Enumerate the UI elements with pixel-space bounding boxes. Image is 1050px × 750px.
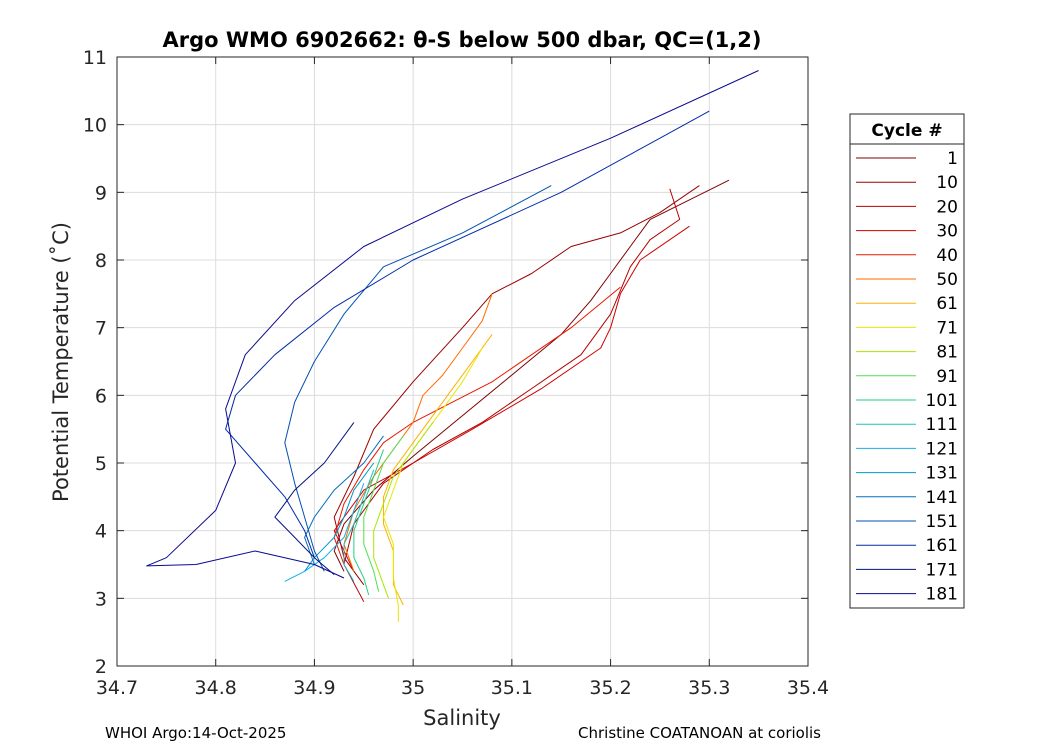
legend-label-cycle-111: 111	[926, 415, 958, 435]
legend-label-cycle-121: 121	[926, 439, 958, 459]
legend-label-cycle-71: 71	[936, 318, 958, 338]
legend-label-cycle-1: 1	[947, 149, 958, 169]
series-line-cycle-151	[284, 185, 552, 572]
legend-items: 1 10 20 30 40 50 61 71 81 91 101 111 121 131 141 151 161…	[856, 149, 958, 605]
legend-label-cycle-10: 10	[936, 173, 958, 193]
y-tick-label: 2	[95, 656, 107, 678]
series-line-cycle-1	[333, 179, 730, 572]
x-tick-label: 35.3	[688, 677, 730, 699]
chart-title: Argo WMO 6902662: θ-S below 500 dbar, QC…	[163, 28, 762, 52]
series-line-cycle-171	[274, 422, 355, 575]
series-line-cycle-10	[333, 185, 700, 586]
legend-box	[849, 113, 965, 609]
legend-label-cycle-181: 181	[926, 585, 958, 605]
series-line-cycle-121	[284, 483, 365, 582]
x-tick-label: 34.9	[293, 677, 335, 699]
y-tick-label: 3	[95, 588, 107, 610]
legend-title: Cycle #	[871, 121, 942, 141]
legend-label-cycle-30: 30	[936, 222, 958, 242]
footer-source: WHOI Argo:14-Oct-2025	[105, 724, 287, 742]
x-tick-label: 35.2	[589, 677, 631, 699]
y-axis-ticks: 2 3 4 5 6 7 8 9 10 11	[83, 47, 808, 678]
series-line-cycle-161	[225, 110, 710, 558]
series-line-cycle-71	[383, 347, 483, 622]
footer-credit: Christine COATANOAN at coriolis	[578, 724, 821, 742]
legend-label-cycle-161: 161	[926, 536, 958, 556]
y-tick-label: 8	[95, 250, 107, 272]
series-line-cycle-81	[373, 422, 434, 599]
legend-label-cycle-50: 50	[936, 270, 958, 290]
x-axis-label: Salinity	[423, 706, 501, 730]
plot-area	[117, 57, 808, 666]
series-line-cycle-50	[343, 293, 493, 572]
y-tick-label: 7	[95, 318, 107, 340]
legend-label-cycle-131: 131	[926, 464, 958, 484]
x-tick-label: 35.1	[491, 677, 533, 699]
legend-label-cycle-141: 141	[926, 488, 958, 508]
legend: Cycle # 11020304050617181911011111211311…	[849, 113, 965, 609]
y-tick-label: 4	[95, 521, 107, 543]
y-tick-label: 5	[95, 453, 107, 475]
plot-frame	[116, 56, 809, 667]
x-tick-label: 34.8	[195, 677, 237, 699]
legend-label-cycle-61: 61	[936, 294, 958, 314]
x-tick-label: 35.4	[787, 677, 829, 699]
legend-label-cycle-20: 20	[936, 197, 958, 217]
legend-label-cycle-91: 91	[936, 367, 958, 387]
series-line-cycle-91	[363, 435, 404, 592]
legend-label-cycle-40: 40	[936, 246, 958, 266]
series-group	[146, 70, 759, 622]
legend-label-cycle-81: 81	[936, 343, 958, 363]
y-tick-label: 10	[83, 115, 107, 137]
series-line-cycle-181	[146, 70, 759, 579]
series-line-cycle-30	[333, 225, 690, 572]
series-line-cycle-111	[343, 469, 375, 582]
legend-label-cycle-101: 101	[926, 391, 958, 411]
series-line-cycle-101	[353, 449, 384, 596]
series-line-cycle-141	[304, 435, 384, 565]
x-tick-label: 35	[401, 677, 425, 699]
legend-label-cycle-171: 171	[926, 560, 958, 580]
x-tick-label: 34.7	[96, 677, 138, 699]
y-tick-label: 6	[95, 385, 107, 407]
y-tick-label: 9	[95, 182, 107, 204]
y-tick-label: 11	[83, 47, 107, 69]
y-axis-label: Potential Temperature (˚C)	[49, 222, 73, 502]
x-axis-ticks: 34.7 34.8 34.9 35 35.1 35.2 35.3 35.4	[96, 57, 829, 699]
legend-label-cycle-151: 151	[926, 512, 958, 532]
